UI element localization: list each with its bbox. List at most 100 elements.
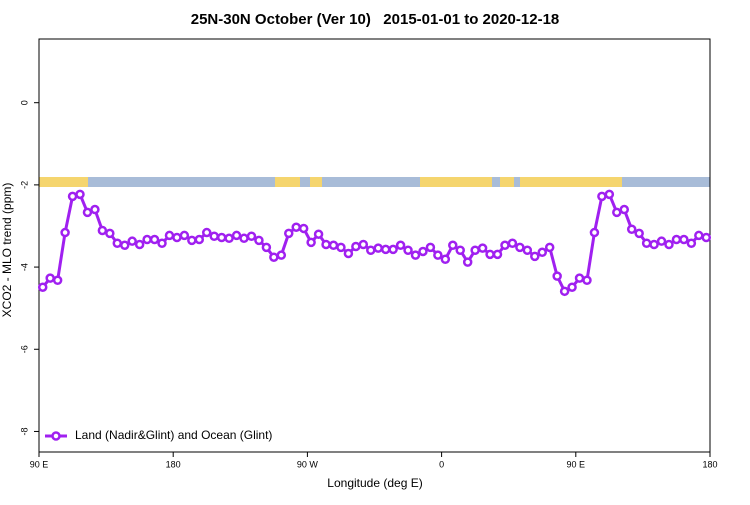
point bbox=[291, 222, 301, 232]
point bbox=[597, 191, 607, 202]
y-tick-label: 0 bbox=[19, 100, 29, 105]
point bbox=[500, 240, 510, 251]
point bbox=[97, 225, 108, 236]
y-axis-label: XCO2 - MLO trend (ppm) bbox=[0, 183, 14, 318]
point bbox=[209, 231, 219, 242]
point bbox=[90, 204, 100, 215]
point bbox=[149, 234, 160, 245]
point bbox=[410, 250, 421, 260]
point bbox=[671, 234, 682, 245]
point bbox=[492, 249, 503, 260]
point bbox=[582, 275, 592, 285]
point bbox=[567, 282, 577, 292]
point bbox=[574, 273, 585, 283]
point bbox=[172, 232, 182, 243]
point bbox=[448, 240, 458, 251]
point bbox=[649, 239, 659, 250]
point bbox=[515, 242, 525, 253]
y-tick-label: -2 bbox=[19, 181, 29, 189]
x-axis-label: Longitude (deg E) bbox=[327, 476, 422, 490]
point bbox=[284, 228, 294, 239]
point bbox=[127, 236, 137, 246]
point bbox=[373, 243, 383, 253]
y-tick-label: -4 bbox=[19, 263, 29, 271]
point bbox=[328, 240, 339, 251]
y-tick-label: -8 bbox=[19, 427, 29, 435]
point bbox=[52, 275, 63, 285]
point bbox=[313, 229, 324, 239]
point bbox=[336, 242, 346, 253]
point bbox=[530, 251, 540, 262]
x-tick-label: 0 bbox=[439, 459, 444, 469]
point bbox=[119, 240, 130, 251]
point bbox=[321, 239, 331, 250]
point bbox=[269, 252, 279, 262]
point bbox=[701, 232, 712, 243]
point bbox=[351, 241, 361, 252]
point bbox=[194, 234, 205, 245]
point bbox=[619, 204, 630, 215]
x-tick-label: 90 W bbox=[297, 459, 319, 469]
point bbox=[306, 237, 316, 248]
x-tick-label: 180 bbox=[166, 459, 181, 469]
point bbox=[470, 245, 480, 255]
point bbox=[231, 230, 242, 241]
point bbox=[343, 248, 354, 259]
point bbox=[366, 245, 376, 255]
point bbox=[134, 239, 145, 250]
point bbox=[485, 249, 495, 260]
point bbox=[537, 247, 547, 258]
point bbox=[67, 191, 78, 202]
point bbox=[202, 227, 212, 238]
point bbox=[75, 189, 85, 200]
point bbox=[552, 271, 562, 281]
point bbox=[544, 242, 555, 253]
point bbox=[664, 239, 674, 250]
point bbox=[679, 234, 689, 245]
point bbox=[559, 286, 570, 297]
point bbox=[105, 228, 115, 239]
point bbox=[641, 238, 652, 248]
point bbox=[425, 242, 436, 253]
point bbox=[388, 244, 398, 255]
point bbox=[477, 243, 488, 253]
point bbox=[276, 250, 287, 260]
point bbox=[112, 238, 123, 248]
point bbox=[298, 223, 309, 234]
x-tick-label: 90 E bbox=[30, 459, 49, 469]
point bbox=[179, 230, 190, 241]
chart-title: 25N-30N October (Ver 10) 2015-01-01 to 2… bbox=[191, 11, 560, 28]
point bbox=[157, 238, 167, 248]
point bbox=[686, 238, 697, 248]
point bbox=[418, 246, 428, 257]
point bbox=[395, 240, 406, 251]
point bbox=[455, 245, 465, 255]
point bbox=[82, 207, 93, 218]
point bbox=[634, 228, 644, 239]
legend-label: Land (Nadir&Glint) and Ocean (Glint) bbox=[75, 428, 272, 442]
point bbox=[694, 230, 704, 241]
point bbox=[60, 227, 70, 238]
point bbox=[216, 232, 227, 243]
x-tick-label: 90 E bbox=[567, 459, 586, 469]
legend-marker bbox=[51, 431, 61, 441]
point bbox=[224, 233, 234, 244]
x-tick-label: 180 bbox=[702, 459, 717, 469]
point bbox=[403, 245, 413, 255]
point bbox=[507, 238, 518, 248]
point bbox=[380, 244, 391, 255]
land-ocean-strip bbox=[39, 177, 710, 187]
y-tick-label: -6 bbox=[19, 345, 29, 353]
point bbox=[246, 231, 257, 242]
point bbox=[37, 282, 48, 292]
plot-frame bbox=[38, 38, 711, 453]
point bbox=[589, 227, 600, 238]
point bbox=[604, 189, 615, 200]
point bbox=[358, 239, 369, 250]
point bbox=[433, 250, 443, 260]
point bbox=[656, 236, 667, 246]
point bbox=[164, 230, 175, 241]
point bbox=[522, 245, 533, 255]
point bbox=[440, 254, 451, 265]
